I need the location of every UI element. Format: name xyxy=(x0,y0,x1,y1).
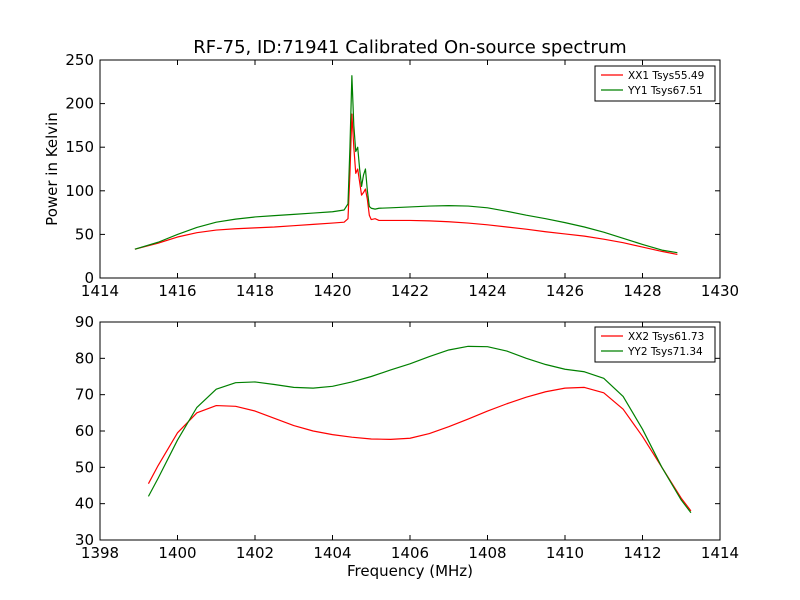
top-legend-label-2: YY1 Tsys67.51 xyxy=(627,85,703,97)
top-x-tick-label: 1430 xyxy=(701,282,739,300)
top-series-layer xyxy=(134,75,678,256)
top-series-line-2 xyxy=(134,75,678,254)
top-x-tick-label: 1422 xyxy=(391,282,429,300)
bottom-legend-frame xyxy=(594,326,716,363)
bottom-legend-label-1: XX2 Tsys61.73 xyxy=(628,331,704,343)
bottom-y-tick-label: 30 xyxy=(75,531,94,549)
chart-title: RF-75, ID:71941 Calibrated On-source spe… xyxy=(193,37,626,58)
bottom-y-tick-label: 50 xyxy=(75,458,94,476)
top-legend-frame xyxy=(594,65,716,102)
top-x-tick-label: 1414 xyxy=(81,282,119,300)
top-y-tick-label: 100 xyxy=(65,182,94,200)
top-y-tick-label: 150 xyxy=(65,138,94,156)
bottom-series-line-1 xyxy=(147,386,692,512)
bottom-x-tick-label: 1400 xyxy=(158,544,196,562)
bottom-x-tick-label: 1412 xyxy=(623,544,661,562)
bottom-x-axis-label: Frequency (MHz) xyxy=(347,562,473,580)
bottom-x-tick-label: 1414 xyxy=(701,544,739,562)
top-y-tick-label: 250 xyxy=(65,51,94,69)
top-x-tick-label: 1424 xyxy=(468,282,506,300)
top-y-tick-label: 0 xyxy=(84,269,94,287)
bottom-legend: XX2 Tsys61.73 YY2 Tsys71.34 xyxy=(594,326,716,363)
bottom-x-tick-label: 1408 xyxy=(468,544,506,562)
bottom-x-tick-label: 1406 xyxy=(391,544,429,562)
top-y-tick-label: 50 xyxy=(75,225,94,243)
bottom-y-tick-label: 90 xyxy=(75,313,94,331)
top-x-tick-label: 1428 xyxy=(623,282,661,300)
bottom-x-tick-label: 1398 xyxy=(81,544,119,562)
bottom-y-tick-label: 70 xyxy=(75,386,94,404)
top-x-tick-label: 1426 xyxy=(546,282,584,300)
top-x-tick-label: 1418 xyxy=(236,282,274,300)
bottom-x-tick-label: 1402 xyxy=(236,544,274,562)
bottom-series-line-2 xyxy=(147,345,692,514)
bottom-x-tick-label: 1410 xyxy=(546,544,584,562)
top-spectrum-plot: 1414 1416 1418 1420 1422 1424 1426 1428 1430 0 50 1… xyxy=(43,51,739,300)
top-legend-label-1: XX1 Tsys55.49 xyxy=(628,70,704,82)
bottom-x-tick-label: 1404 xyxy=(313,544,351,562)
top-y-axis-label: Power in Kelvin xyxy=(43,112,61,226)
bottom-spectrum-plot: 1398 1400 1402 1404 1406 1408 1410 1412 1414 30 40… xyxy=(75,313,739,580)
top-ticks-layer: 1414 1416 1418 1420 1422 1424 1426 1428 1430 0 50 1… xyxy=(65,51,739,300)
top-legend: XX1 Tsys55.49 YY1 Tsys67.51 xyxy=(594,65,716,102)
top-x-tick-label: 1416 xyxy=(158,282,196,300)
top-series-line-1 xyxy=(134,113,678,256)
bottom-y-tick-label: 80 xyxy=(75,349,94,367)
top-y-tick-label: 200 xyxy=(65,95,94,113)
bottom-y-tick-label: 40 xyxy=(75,495,94,513)
bottom-y-tick-label: 60 xyxy=(75,422,94,440)
bottom-legend-label-2: YY2 Tsys71.34 xyxy=(627,346,703,358)
bottom-ticks-layer: 1398 1400 1402 1404 1406 1408 1410 1412 1414 30 40… xyxy=(75,313,739,562)
top-x-tick-label: 1420 xyxy=(313,282,351,300)
bottom-series-layer xyxy=(147,345,692,514)
